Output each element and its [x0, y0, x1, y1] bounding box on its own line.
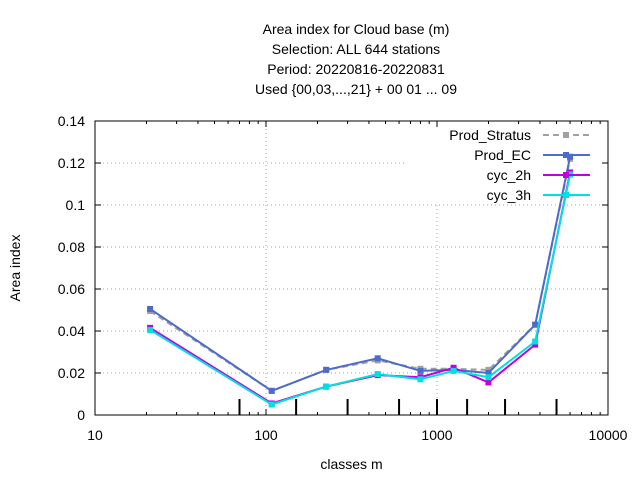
- legend-marker: [563, 192, 569, 198]
- legend-marker: [563, 172, 569, 178]
- data-point: [485, 370, 492, 376]
- data-point: [268, 387, 275, 394]
- data-point: [147, 326, 154, 333]
- data-point: [450, 364, 457, 371]
- data-point: [450, 367, 457, 374]
- series-Prod_EC: [147, 153, 574, 394]
- data-point: [532, 338, 539, 345]
- x-tick-label: 100: [254, 427, 278, 443]
- data-point: [567, 153, 574, 160]
- grid: [95, 121, 608, 415]
- series: [147, 153, 574, 408]
- y-tick-label: 0.08: [58, 239, 85, 255]
- data-point: [374, 355, 381, 362]
- y-tick-label: 0.02: [58, 365, 85, 381]
- x-tick-label: 10: [87, 427, 103, 443]
- series-cyc_3h: [147, 171, 574, 408]
- data-point: [417, 367, 424, 374]
- x-axis-label: classes m: [320, 456, 382, 472]
- plot-frame: [94, 120, 609, 416]
- data-point: [417, 376, 424, 383]
- series-cyc_2h: [147, 169, 574, 407]
- legend-label: Prod_Stratus: [449, 127, 531, 143]
- legend: Prod_Stratus Prod_EC cyc_2h cyc_3h: [449, 127, 590, 203]
- y-tick-label: 0.06: [58, 281, 85, 297]
- y-tick-label: 0.12: [58, 155, 85, 171]
- class-markers: [238, 399, 558, 415]
- x-tick-label: 10000: [589, 427, 628, 443]
- data-point: [147, 305, 154, 312]
- data-point: [485, 374, 492, 381]
- data-point: [485, 379, 492, 386]
- series-line: [149, 174, 572, 406]
- data-point: [485, 366, 492, 373]
- x-tick-label: 1000: [421, 427, 452, 443]
- data-point: [532, 341, 539, 348]
- legend-label: Prod_EC: [474, 147, 531, 163]
- data-point: [323, 366, 330, 373]
- legend-marker: [563, 152, 569, 158]
- y-tick-label: 0.1: [66, 197, 86, 213]
- data-point: [323, 383, 330, 390]
- title-line: Selection: ALL 644 stations: [272, 41, 440, 57]
- y-axis-label: Area index: [7, 235, 23, 302]
- title-line: Used {00,03,...,21} + 00 01 ... 09: [255, 81, 457, 97]
- axes: 0 0.02 0.04 0.06 0.08 0.1 0.12 0.14 10 100 1000 100…: [58, 113, 628, 443]
- legend-marker: [563, 132, 569, 138]
- title-line: Period: 20220816-20220831: [267, 61, 445, 77]
- y-tick-label: 0: [77, 407, 85, 423]
- data-point: [268, 401, 275, 408]
- title-line: Area index for Cloud base (m): [263, 21, 450, 37]
- y-tick-label: 0.14: [58, 113, 85, 129]
- data-point: [374, 371, 381, 378]
- legend-label: cyc_3h: [487, 187, 531, 203]
- y-tick-label: 0.04: [58, 323, 85, 339]
- legend-label: cyc_2h: [487, 167, 531, 183]
- data-point: [532, 321, 539, 328]
- chart-title: Area index for Cloud base (m) Selection: …: [255, 21, 457, 97]
